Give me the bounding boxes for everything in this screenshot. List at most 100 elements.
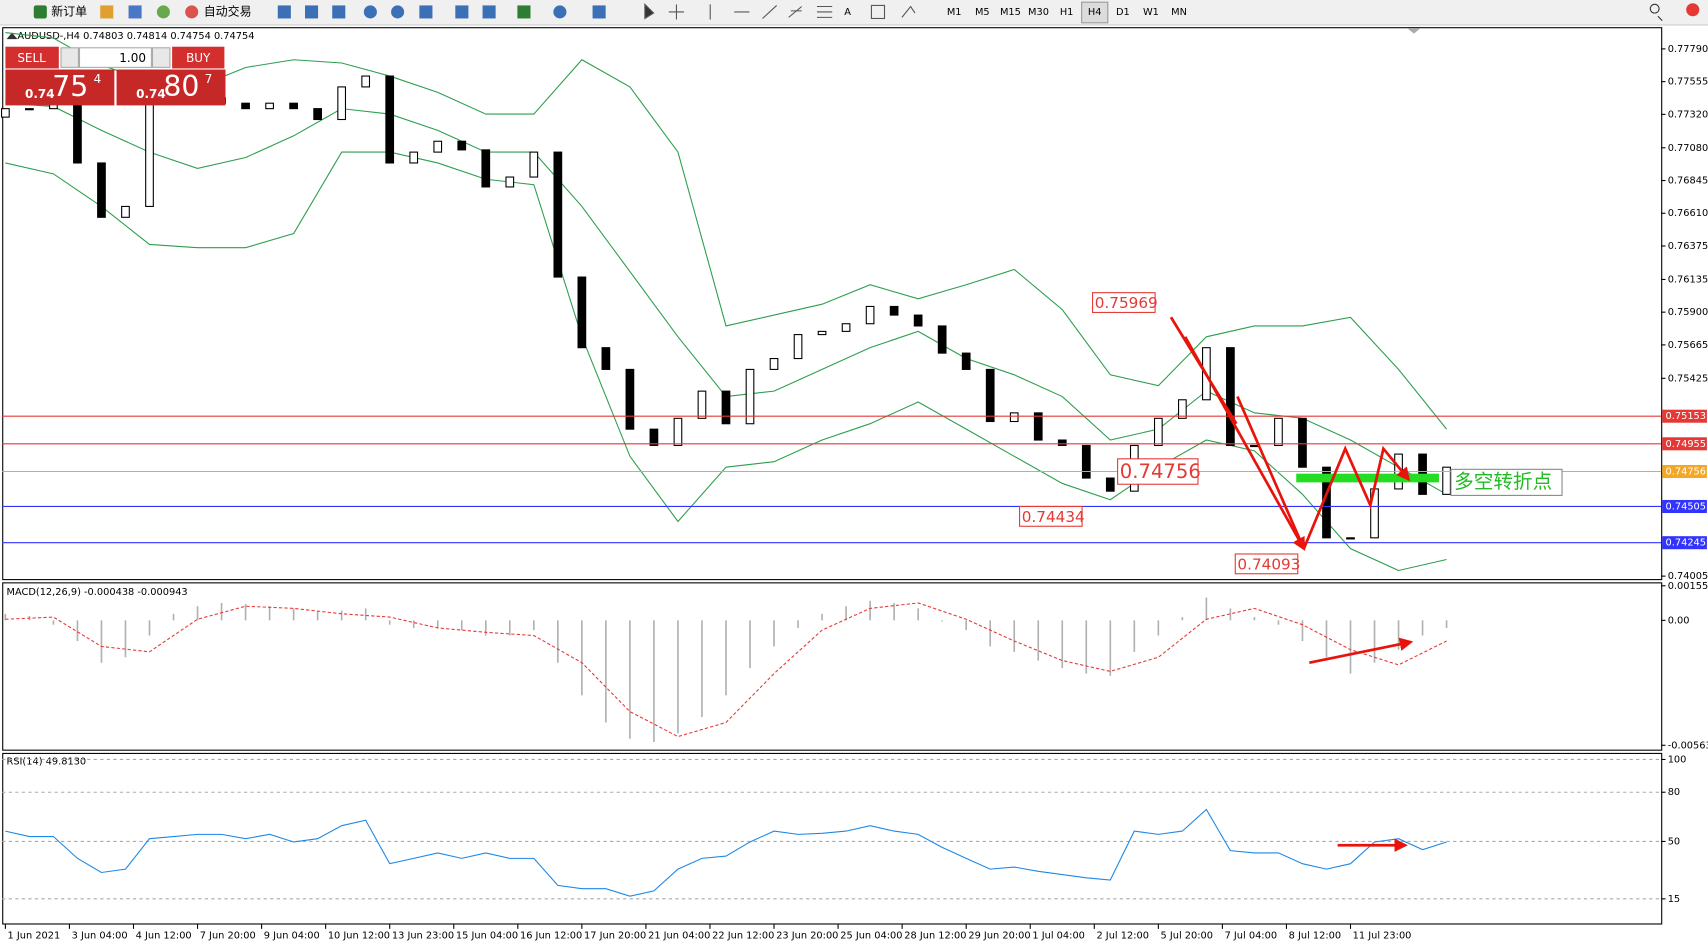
lot-decrease[interactable] <box>60 47 79 68</box>
candle <box>1057 439 1067 447</box>
candle <box>1 108 10 118</box>
sell-button[interactable] <box>5 46 59 69</box>
fibo-tool[interactable] <box>816 5 833 18</box>
zoom-out[interactable] <box>391 5 405 19</box>
candle <box>337 86 347 121</box>
candle <box>625 368 635 430</box>
tool-icon[interactable] <box>455 5 469 19</box>
y-tick-label: 0.77080 <box>1668 143 1708 154</box>
price-callout: 0.74093 <box>1237 555 1300 573</box>
zoom-in[interactable] <box>363 5 377 19</box>
crosshair-tool[interactable] <box>668 4 685 20</box>
price-callout: 0.74434 <box>1022 508 1085 526</box>
timeframe-button[interactable]: H1 <box>1060 7 1074 18</box>
lot-input[interactable] <box>78 47 152 68</box>
tool-icon[interactable] <box>332 5 346 19</box>
buy-price-main: 80 <box>163 70 199 103</box>
x-tick-label: 21 Jun 04:00 <box>648 930 710 941</box>
y-tick-label: 0.74005 <box>1668 571 1708 582</box>
tool-icon[interactable] <box>156 5 170 19</box>
auto-trade-button[interactable]: 自动交易 <box>204 3 252 18</box>
timeframe-button[interactable]: D1 <box>1116 7 1130 18</box>
macd-signal <box>5 602 1447 738</box>
candle <box>313 108 322 121</box>
arrow-tool[interactable] <box>901 5 916 18</box>
cursor-tool[interactable] <box>644 3 655 20</box>
rsi-panel: RSI(14) 49.8130 100 80 50 15 <box>2 754 1687 905</box>
text-tool[interactable]: A <box>844 7 851 18</box>
candle <box>1250 444 1259 448</box>
trendline-tool[interactable] <box>762 5 778 19</box>
candle <box>865 305 875 325</box>
sell-label[interactable]: SELL <box>17 51 46 65</box>
y-tick-label: 80 <box>1668 787 1680 798</box>
new-order-icon[interactable] <box>33 5 47 19</box>
tool-icon[interactable] <box>277 5 291 19</box>
timeframe-button[interactable]: MN <box>1171 7 1187 18</box>
timeframe-button[interactable]: M1 <box>947 7 962 18</box>
price-callout-box <box>1117 458 1199 485</box>
macd-arrow <box>1309 637 1414 665</box>
lot-value[interactable]: 1.00 <box>119 51 146 65</box>
candle <box>1153 417 1163 447</box>
buy-button[interactable] <box>172 46 225 69</box>
level-label: 0.74955 <box>1666 439 1707 450</box>
main-panel-frame <box>2 27 1663 581</box>
buy-label[interactable]: BUY <box>186 51 211 65</box>
tool-icon[interactable] <box>553 5 567 19</box>
tool-icon[interactable] <box>517 5 531 19</box>
candle <box>1226 347 1235 447</box>
tool-icon[interactable] <box>100 5 114 19</box>
timeframe-button[interactable]: M15 <box>1000 7 1021 18</box>
y-tick-label: 0.75665 <box>1668 340 1708 351</box>
trend-arrow <box>1183 336 1306 552</box>
y-tick-label: 0.76610 <box>1668 208 1708 219</box>
tool-icon[interactable] <box>592 5 606 19</box>
candle <box>553 151 563 278</box>
label-tool[interactable] <box>870 4 886 20</box>
tool-icon[interactable] <box>305 5 319 19</box>
indicator-title: MACD(12,26,9) -0.000438 -0.000943 <box>7 587 188 598</box>
candle <box>505 176 515 188</box>
candle <box>721 390 731 425</box>
timeframe-button[interactable]: M30 <box>1028 7 1049 18</box>
timeframe-button[interactable]: W1 <box>1143 7 1159 18</box>
candle <box>1009 412 1019 423</box>
y-tick-label: 0.76135 <box>1668 274 1708 285</box>
y-tick-label: 100 <box>1668 754 1687 765</box>
lot-increase[interactable] <box>151 47 171 68</box>
indicator-title: AUDUSD-,H4 0.74803 0.74814 0.74754 0.747… <box>17 31 254 42</box>
sell-price-main: 75 <box>52 70 88 103</box>
buy-price-box[interactable] <box>116 69 226 106</box>
sell-price-box[interactable] <box>5 69 115 106</box>
timeframe-button[interactable]: H4 <box>1088 7 1102 18</box>
candle <box>73 102 82 164</box>
x-tick-label: 22 Jun 12:00 <box>712 930 774 941</box>
zigzag-arrow <box>1302 445 1411 550</box>
y-tick-label: 0.75425 <box>1668 373 1708 384</box>
candle <box>433 140 443 153</box>
auto-trade-icon[interactable] <box>185 5 199 19</box>
candle <box>457 140 467 151</box>
bollinger-band <box>5 151 1447 572</box>
x-tick-label: 1 Jul 04:00 <box>1032 930 1085 941</box>
new-order-button[interactable]: 新订单 <box>51 3 87 18</box>
channel-tool[interactable] <box>788 6 803 18</box>
y-tick-label: 0.00 <box>1668 615 1690 626</box>
x-tick-label: 8 Jul 12:00 <box>1289 930 1342 941</box>
x-tick-label: 9 Jun 04:00 <box>264 930 320 941</box>
timeframe-button[interactable]: M5 <box>975 7 990 18</box>
search-icon[interactable] <box>1649 3 1663 22</box>
candle <box>817 330 827 336</box>
tool-icon[interactable] <box>128 5 142 19</box>
x-tick-label: 15 Jun 04:00 <box>456 930 518 941</box>
tool-icon[interactable] <box>482 5 496 19</box>
notification-badge[interactable] <box>1686 3 1700 17</box>
trade-panel: SELL 1.00 BUY 0.74 75 4 0.74 80 7 <box>5 46 226 106</box>
level-label-bg <box>1662 536 1707 550</box>
x-tick-label: 7 Jul 04:00 <box>1225 930 1278 941</box>
rsi-panel-frame <box>2 752 1663 925</box>
toolbar <box>0 0 1708 25</box>
tool-icon[interactable] <box>419 5 433 19</box>
